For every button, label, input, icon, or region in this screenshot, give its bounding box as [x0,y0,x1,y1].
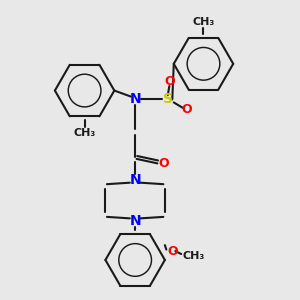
Text: N: N [129,92,141,106]
Text: CH₃: CH₃ [74,128,96,138]
Text: O: O [182,103,193,116]
Text: N: N [129,214,141,228]
Text: O: O [168,244,178,258]
Text: O: O [164,75,175,88]
Text: O: O [158,157,169,170]
Text: N: N [129,173,141,187]
Text: CH₃: CH₃ [183,250,205,260]
Text: S: S [163,92,173,106]
Text: CH₃: CH₃ [192,17,214,27]
